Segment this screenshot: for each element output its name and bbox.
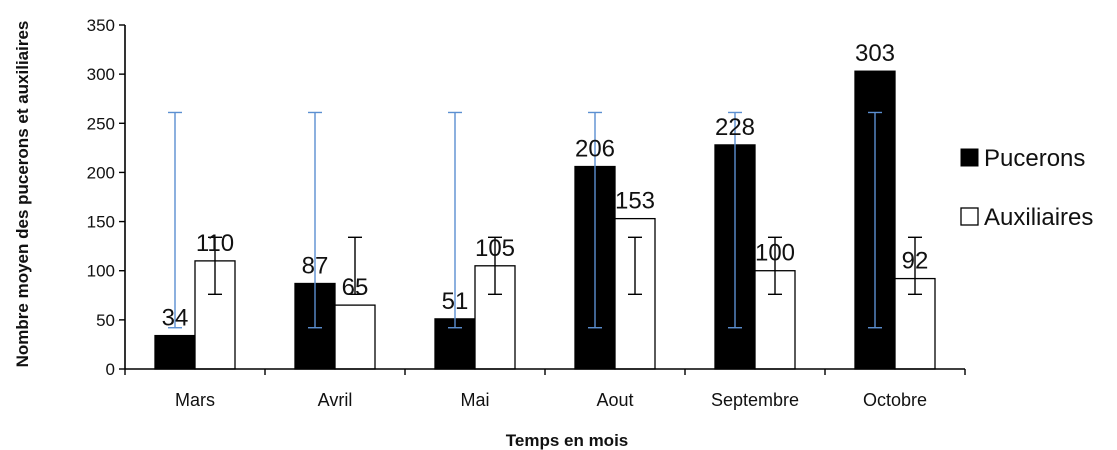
y-tick-label-150: 150 xyxy=(87,213,115,232)
y-tick-label-200: 200 xyxy=(87,163,115,182)
x-tick-label-mai: Mai xyxy=(460,390,489,410)
y-tick-label-100: 100 xyxy=(87,262,115,281)
legend: Pucerons Auxiliaires xyxy=(960,145,1093,231)
data-label-auxiliaires-septembre: 100 xyxy=(755,240,795,267)
bar-auxiliaires-avril xyxy=(334,304,376,370)
x-tick-label-octobre: Octobre xyxy=(863,390,927,410)
y-tick-label-250: 250 xyxy=(87,114,115,133)
bar-auxiliaires-mai xyxy=(474,265,516,370)
legend-swatch-pucerons xyxy=(960,148,979,167)
data-label-auxiliaires-aout: 153 xyxy=(615,188,655,215)
x-tick-label-aout: Aout xyxy=(596,390,633,410)
legend-label-pucerons: Pucerons xyxy=(984,145,1085,172)
data-label-pucerons-septembre: 228 xyxy=(715,114,755,141)
y-tick-label-0: 0 xyxy=(106,360,115,379)
x-axis-title: Temps en mois xyxy=(506,431,629,450)
legend-label-auxiliaires: Auxiliaires xyxy=(984,204,1093,231)
data-label-auxiliaires-avril: 65 xyxy=(342,274,369,301)
data-label-pucerons-octobre: 303 xyxy=(855,40,895,67)
error-bars-layer xyxy=(168,111,922,329)
x-tick-label-septembre: Septembre xyxy=(711,390,799,410)
data-label-pucerons-aout: 206 xyxy=(575,136,615,163)
axes-layer: 0 50 100 150 200 250 300 350 Mars Avril Mai Aout Sep… xyxy=(87,16,966,410)
y-tick-label-350: 350 xyxy=(87,16,115,35)
bar-pucerons-mars xyxy=(154,334,196,370)
data-label-pucerons-mars: 34 xyxy=(162,305,189,332)
y-tick-label-50: 50 xyxy=(96,311,115,330)
x-tick-label-avril: Avril xyxy=(318,390,353,410)
data-label-pucerons-mai: 51 xyxy=(442,288,469,315)
legend-swatch-auxiliaires xyxy=(960,207,979,226)
data-label-pucerons-avril: 87 xyxy=(302,252,329,279)
data-label-auxiliaires-mai: 105 xyxy=(475,235,515,262)
data-label-auxiliaires-mars: 110 xyxy=(196,230,234,257)
y-axis-title: Nombre moyen des pucerons et auxiliaires xyxy=(13,21,32,368)
y-tick-label-300: 300 xyxy=(87,65,115,84)
bars-layer xyxy=(154,70,936,370)
data-label-auxiliaires-octobre: 92 xyxy=(902,248,929,275)
x-tick-label-mars: Mars xyxy=(175,390,215,410)
